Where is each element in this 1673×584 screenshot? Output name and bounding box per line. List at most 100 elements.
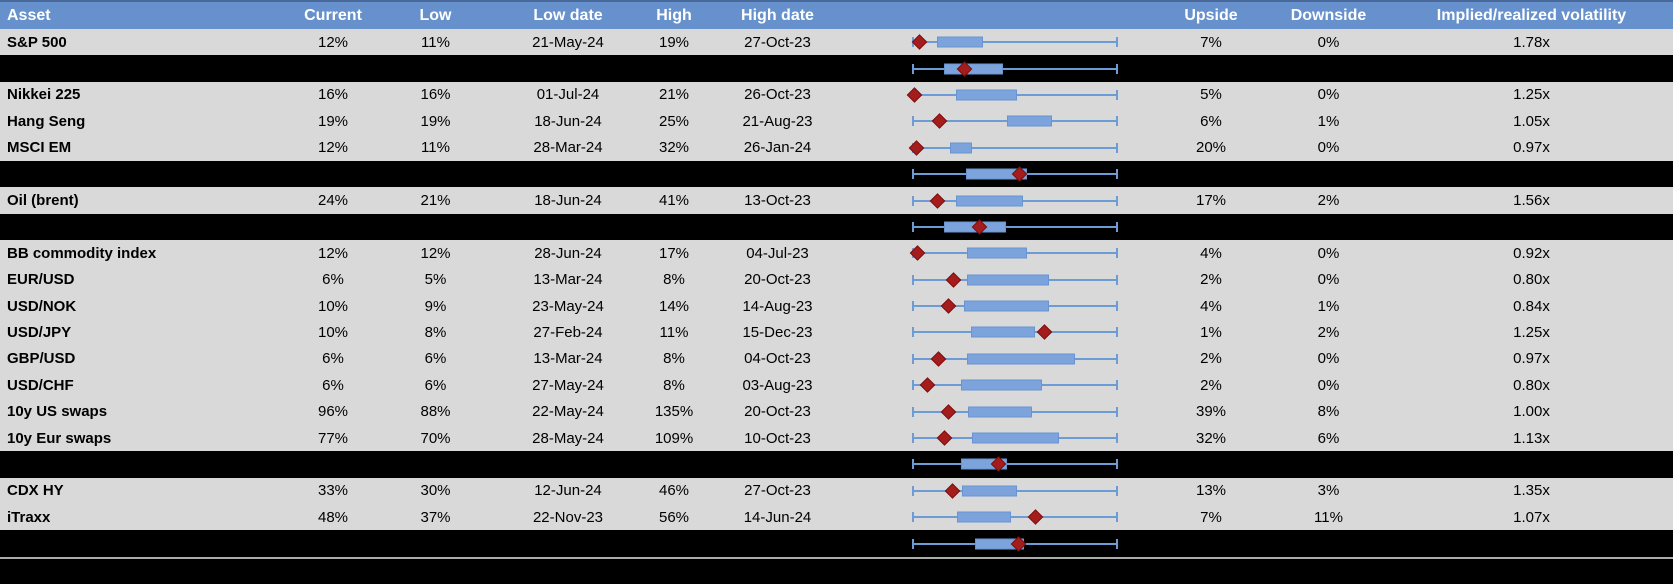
- cell-implied-realized-volatility: 1.35x: [1513, 482, 1550, 500]
- cell-high: 8%: [663, 376, 685, 394]
- current-diamond-marker: [944, 483, 961, 499]
- cell-high-date: 21-Aug-23: [742, 112, 813, 130]
- cell-high: 17%: [658, 244, 690, 262]
- cell-downside: 0%: [1317, 271, 1340, 289]
- cell-high: 14%: [658, 297, 690, 315]
- table-header-row: Asset Current Low Low date High High dat…: [0, 0, 1673, 29]
- cell-implied-realized-volatility: 1.05x: [1513, 112, 1550, 130]
- cell-low: 30%: [420, 482, 451, 500]
- whisker-low-tick: [912, 116, 914, 127]
- whisker-high-tick: [1116, 248, 1118, 259]
- divider-line: [0, 556, 1673, 560]
- box-plot: [912, 372, 1118, 398]
- cell-implied-realized-volatility: 1.00x: [1513, 403, 1550, 421]
- cell-implied-realized-volatility: 0.97x: [1513, 350, 1550, 368]
- cell-high-date: 04-Jul-23: [746, 244, 809, 262]
- cell-low-date: 27-Feb-24: [533, 323, 603, 341]
- cell-asset: 10y Eur swaps: [7, 429, 112, 447]
- cell-low: 70%: [420, 429, 451, 447]
- box-plot: [912, 214, 1118, 240]
- column-header-upside: Upside: [1184, 6, 1238, 24]
- whisker-high-tick: [1116, 169, 1118, 180]
- box-plot: [912, 55, 1118, 81]
- current-diamond-marker: [940, 298, 957, 314]
- box-plot: [908, 135, 1118, 161]
- cell-low: 11%: [421, 139, 450, 157]
- column-header-low: Low: [419, 6, 452, 24]
- cell-low-date: 01-Jul-24: [536, 86, 600, 104]
- whisker-low-tick: [912, 433, 914, 444]
- cell-low-date: 13-Mar-24: [533, 350, 603, 368]
- whisker-low-tick: [912, 195, 914, 206]
- cell-current: 12%: [317, 244, 349, 262]
- column-header-low-date: Low date: [533, 6, 603, 24]
- column-header-current: Current: [304, 6, 362, 24]
- whisker-low-tick: [912, 485, 914, 496]
- cell-upside: 4%: [1200, 244, 1222, 262]
- box-plot: [912, 398, 1118, 424]
- cell-implied-realized-volatility: 0.80x: [1513, 376, 1550, 394]
- cell-implied-realized-volatility: 1.25x: [1513, 86, 1550, 104]
- cell-high: 8%: [663, 350, 685, 368]
- cell-high: 41%: [658, 192, 690, 210]
- cell-implied-realized-volatility: 1.78x: [1513, 33, 1550, 51]
- range-box: [968, 406, 1033, 418]
- range-box: [955, 195, 1024, 207]
- whisker-low-tick: [912, 406, 914, 417]
- current-diamond-marker: [931, 113, 948, 130]
- whisker-high-tick: [1116, 301, 1118, 312]
- cell-high: 32%: [658, 139, 690, 157]
- cell-low: 9%: [424, 297, 447, 315]
- asset-row: MSCI EM 12% 11% 28-Mar-24 32% 26-Jan-24 20% 0% 0…: [0, 134, 1673, 161]
- aggregate-row: [0, 213, 1673, 241]
- range-box: [967, 353, 1076, 365]
- cell-asset: Oil (brent): [7, 192, 79, 210]
- cell-asset: USD/CHF: [7, 376, 74, 394]
- cell-asset: USD/JPY: [7, 323, 72, 341]
- cell-current: 10%: [317, 297, 349, 315]
- cell-upside: 7%: [1200, 33, 1222, 51]
- cell-current: 48%: [317, 508, 349, 526]
- whisker-low-tick: [912, 380, 914, 391]
- cell-low-date: 18-Jun-24: [534, 192, 602, 210]
- whisker-low-tick: [912, 63, 914, 74]
- cell-asset: MSCI EM: [7, 139, 72, 157]
- cell-low-date: 22-Nov-23: [532, 508, 604, 526]
- cell-low: 6%: [424, 376, 447, 394]
- cell-low: 19%: [420, 112, 451, 130]
- cell-asset: iTraxx: [7, 508, 51, 526]
- cell-asset: BB commodity index: [7, 244, 157, 262]
- cell-asset: GBP/USD: [7, 350, 76, 368]
- column-header-high: High: [656, 6, 692, 24]
- cell-high: 46%: [658, 482, 690, 500]
- column-header-implied-realized-volatility: Implied/realized volatility: [1436, 6, 1627, 24]
- cell-high: 109%: [654, 429, 694, 447]
- cell-upside: 2%: [1200, 271, 1222, 289]
- range-box: [972, 432, 1059, 444]
- cell-low: 6%: [424, 350, 447, 368]
- box-plot: [906, 82, 1118, 108]
- cell-upside: 13%: [1195, 482, 1227, 500]
- asset-row: USD/NOK 10% 9% 23-May-24 14% 14-Aug-23 4% 1% 0.8…: [0, 292, 1673, 320]
- cell-implied-realized-volatility: 1.56x: [1513, 192, 1550, 210]
- whisker-line: [913, 516, 1117, 519]
- cell-high-date: 03-Aug-23: [742, 376, 813, 394]
- current-diamond-marker: [919, 377, 936, 394]
- cell-upside: 32%: [1195, 429, 1227, 447]
- cell-current: 12%: [317, 33, 349, 51]
- whisker-low-tick: [912, 512, 914, 523]
- asset-row: Hang Seng 19% 19% 18-Jun-24 25% 21-Aug-23 6% 1%…: [0, 108, 1673, 135]
- asset-row: 10y Eur swaps 77% 70% 28-May-24 109% 10-Oct-2…: [0, 424, 1673, 452]
- whisker-low-tick: [912, 301, 914, 312]
- aggregate-row: [0, 451, 1673, 478]
- whisker-high-tick: [1116, 459, 1118, 470]
- whisker-line: [913, 67, 1117, 70]
- current-diamond-marker: [940, 403, 957, 420]
- cell-high-date: 20-Oct-23: [744, 403, 811, 421]
- cell-high-date: 04-Oct-23: [744, 350, 811, 368]
- box-plot: [912, 161, 1118, 187]
- cell-high: 135%: [654, 403, 694, 421]
- cell-current: 6%: [322, 350, 344, 368]
- asset-row: iTraxx 48% 37% 22-Nov-23 56% 14-Jun-24 7% 11% 1.…: [0, 504, 1673, 531]
